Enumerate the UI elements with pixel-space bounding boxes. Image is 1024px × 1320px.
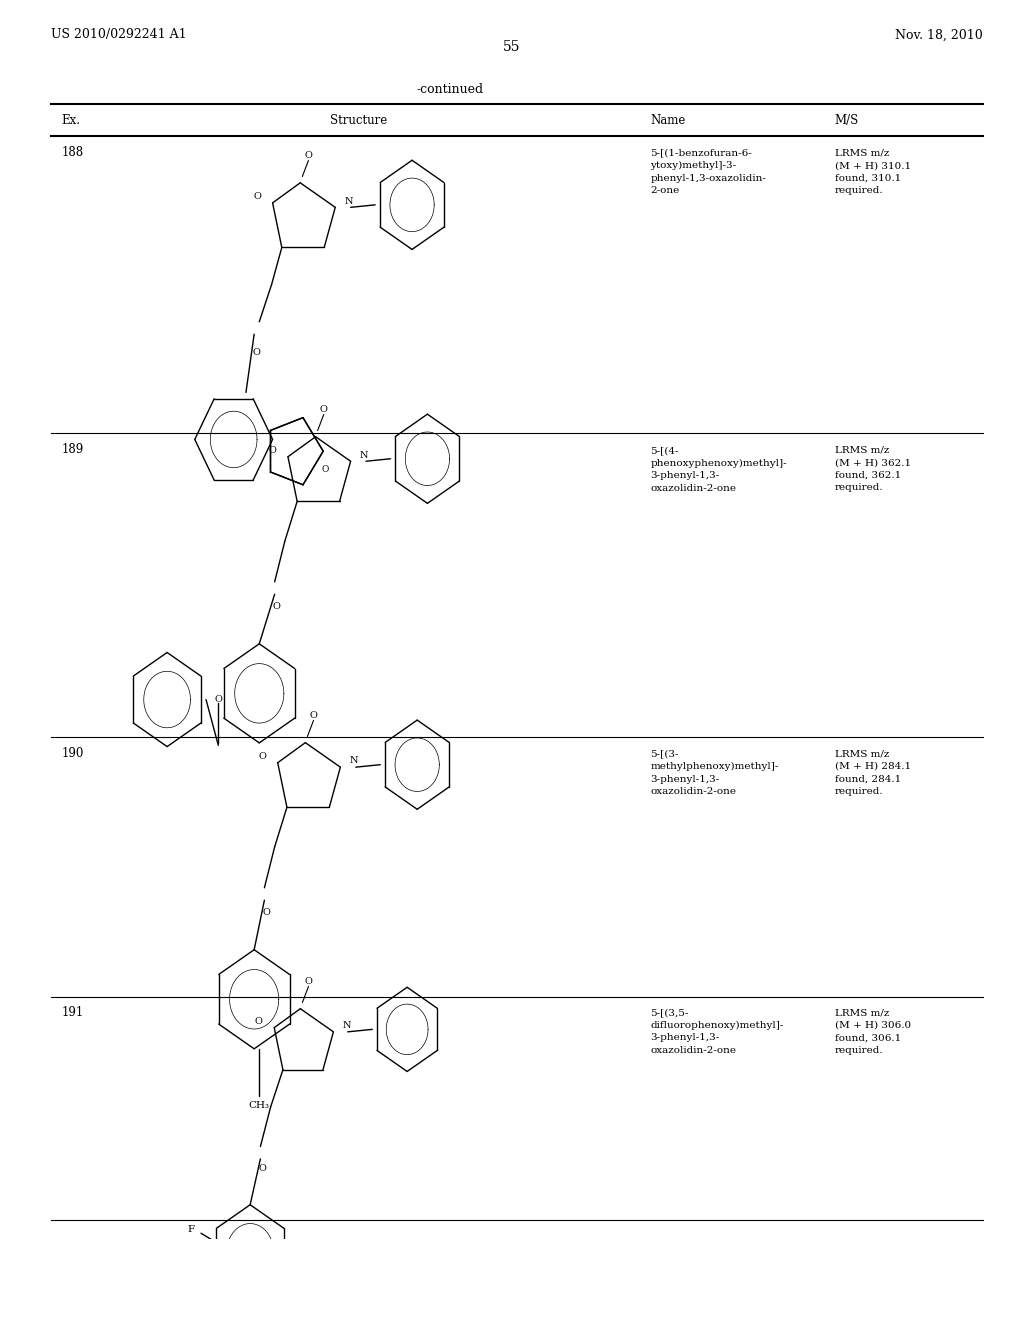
Text: N: N [342,1022,351,1030]
Text: N: N [359,450,369,459]
Text: O: O [253,193,261,201]
Text: O: O [214,696,222,704]
Text: Ex.: Ex. [61,114,81,127]
Text: F: F [187,1225,195,1234]
Text: O: O [309,711,317,719]
Text: N: N [349,756,358,766]
Text: LRMS m/z
(M + H) 362.1
found, 362.1
required.: LRMS m/z (M + H) 362.1 found, 362.1 requ… [835,446,910,492]
Text: 5-[(3,5-
difluorophenoxy)methyl]-
3-phenyl-1,3-
oxazolidin-2-one: 5-[(3,5- difluorophenoxy)methyl]- 3-phen… [650,1008,783,1055]
Text: O: O [258,1164,266,1173]
Text: LRMS m/z
(M + H) 306.0
found, 306.1
required.: LRMS m/z (M + H) 306.0 found, 306.1 requ… [835,1008,910,1055]
Text: M/S: M/S [835,114,859,127]
Text: 191: 191 [61,1006,84,1019]
Text: O: O [319,405,328,414]
Text: 189: 189 [61,444,84,457]
Text: 5-[(3-
methylphenoxy)methyl]-
3-phenyl-1,3-
oxazolidin-2-one: 5-[(3- methylphenoxy)methyl]- 3-phenyl-1… [650,750,778,796]
Text: -continued: -continued [417,83,484,96]
Text: O: O [304,977,312,986]
Text: O: O [255,1016,263,1026]
Text: N: N [344,197,353,206]
Text: O: O [252,348,260,358]
Text: CH₃: CH₃ [249,1101,269,1110]
Text: 5-[(1-benzofuran-6-
ytoxy)methyl]-3-
phenyl-1,3-oxazolidin-
2-one: 5-[(1-benzofuran-6- ytoxy)methyl]-3- phe… [650,149,766,195]
Text: 5-[(4-
phenoxyphenoxy)methyl]-
3-phenyl-1,3-
oxazolidin-2-one: 5-[(4- phenoxyphenoxy)methyl]- 3-phenyl-… [650,446,786,492]
Text: Name: Name [650,114,686,127]
Text: Structure: Structure [330,114,387,127]
Text: 55: 55 [503,40,521,54]
Text: O: O [262,908,270,917]
Text: O: O [272,602,281,611]
Text: 188: 188 [61,147,84,160]
Text: O: O [304,150,312,160]
Text: Nov. 18, 2010: Nov. 18, 2010 [895,29,983,41]
Text: 190: 190 [61,747,84,760]
Text: LRMS m/z
(M + H) 284.1
found, 284.1
required.: LRMS m/z (M + H) 284.1 found, 284.1 requ… [835,750,910,796]
Text: O: O [268,446,276,455]
Text: LRMS m/z
(M + H) 310.1
found, 310.1
required.: LRMS m/z (M + H) 310.1 found, 310.1 requ… [835,149,910,195]
Text: US 2010/0292241 A1: US 2010/0292241 A1 [51,29,186,41]
Text: O: O [321,465,329,474]
Text: O: O [258,752,266,762]
